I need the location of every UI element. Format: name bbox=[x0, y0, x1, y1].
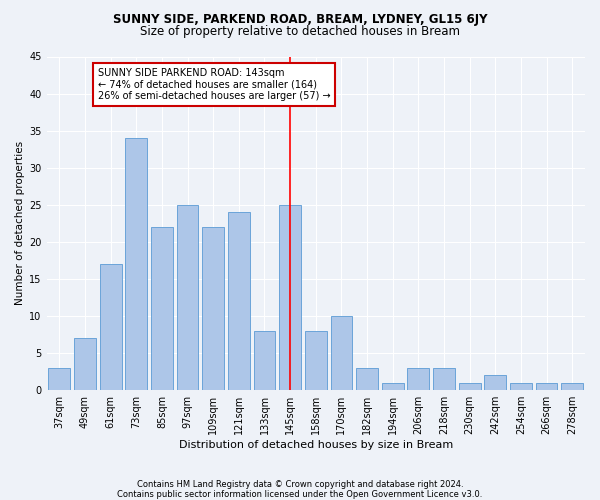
Bar bbox=[459, 383, 481, 390]
Bar bbox=[356, 368, 378, 390]
X-axis label: Distribution of detached houses by size in Bream: Distribution of detached houses by size … bbox=[179, 440, 453, 450]
Bar bbox=[382, 383, 404, 390]
Bar bbox=[484, 376, 506, 390]
Bar bbox=[305, 331, 326, 390]
Y-axis label: Number of detached properties: Number of detached properties bbox=[15, 142, 25, 306]
Bar bbox=[407, 368, 429, 390]
Bar bbox=[561, 383, 583, 390]
Bar bbox=[74, 338, 96, 390]
Bar bbox=[176, 205, 199, 390]
Bar bbox=[254, 331, 275, 390]
Text: Contains HM Land Registry data © Crown copyright and database right 2024.: Contains HM Land Registry data © Crown c… bbox=[137, 480, 463, 489]
Bar bbox=[100, 264, 122, 390]
Bar bbox=[228, 212, 250, 390]
Text: Size of property relative to detached houses in Bream: Size of property relative to detached ho… bbox=[140, 25, 460, 38]
Text: Contains public sector information licensed under the Open Government Licence v3: Contains public sector information licen… bbox=[118, 490, 482, 499]
Text: SUNNY SIDE, PARKEND ROAD, BREAM, LYDNEY, GL15 6JY: SUNNY SIDE, PARKEND ROAD, BREAM, LYDNEY,… bbox=[113, 12, 487, 26]
Bar bbox=[331, 316, 352, 390]
Bar bbox=[536, 383, 557, 390]
Text: SUNNY SIDE PARKEND ROAD: 143sqm
← 74% of detached houses are smaller (164)
26% o: SUNNY SIDE PARKEND ROAD: 143sqm ← 74% of… bbox=[98, 68, 331, 101]
Bar bbox=[510, 383, 532, 390]
Bar bbox=[433, 368, 455, 390]
Bar bbox=[202, 227, 224, 390]
Bar bbox=[125, 138, 147, 390]
Bar bbox=[49, 368, 70, 390]
Bar bbox=[279, 205, 301, 390]
Bar bbox=[151, 227, 173, 390]
